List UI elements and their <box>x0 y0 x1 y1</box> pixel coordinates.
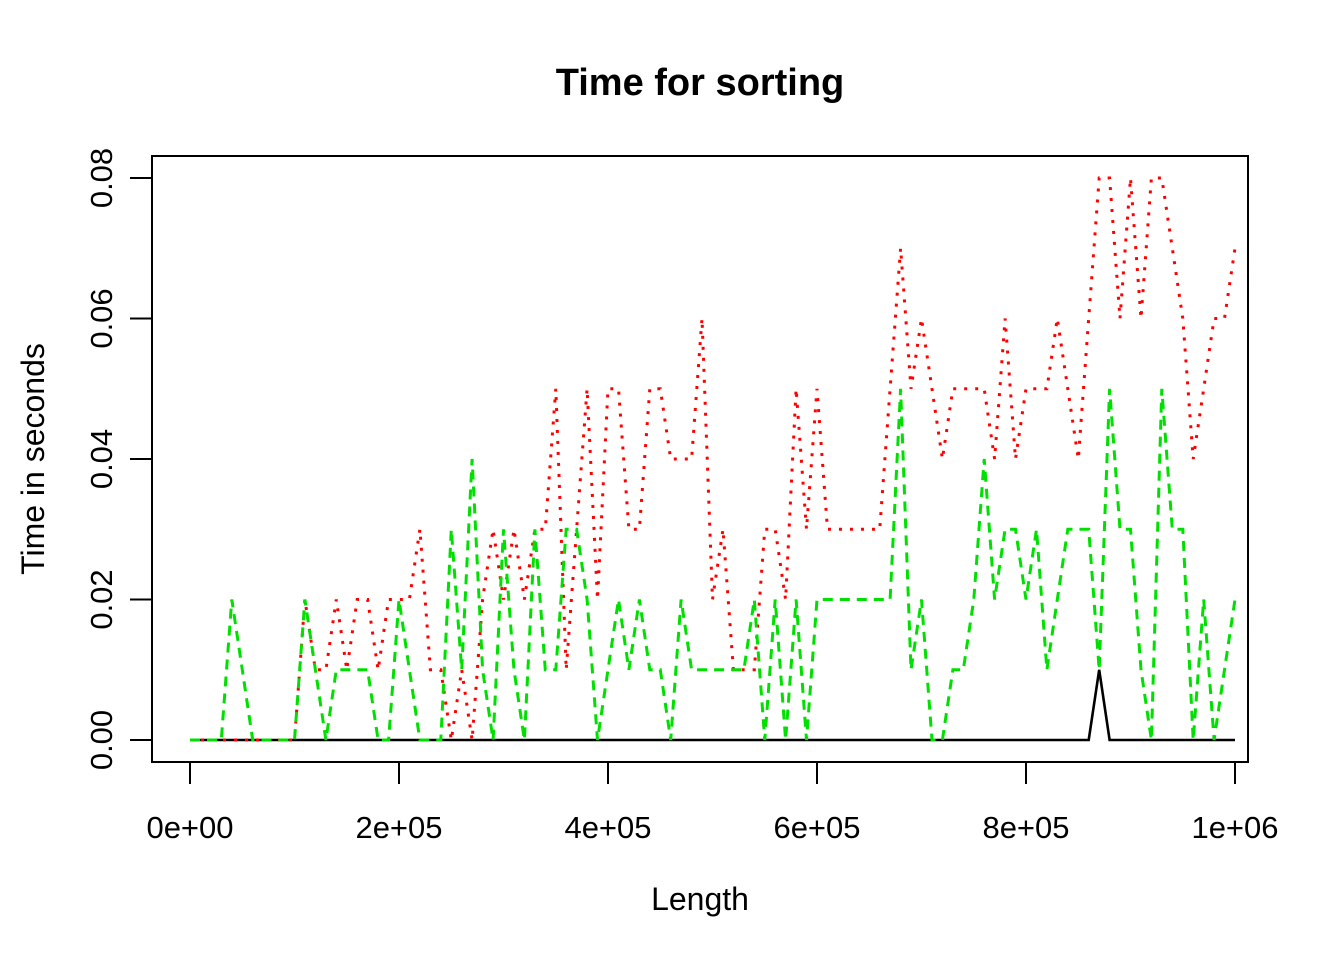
x-tick-label: 6e+05 <box>773 810 860 845</box>
series-line-red-dotted <box>190 176 1237 742</box>
x-tick-label: 1e+06 <box>1191 810 1278 845</box>
series-line-black-solid <box>190 669 1235 742</box>
x-tick-label: 0e+00 <box>146 810 233 845</box>
x-tick-label: 8e+05 <box>982 810 1069 845</box>
y-tick-label: 0.00 <box>84 710 119 770</box>
series-line-green-dashed <box>190 388 1237 742</box>
x-tick-label: 4e+05 <box>564 810 651 845</box>
y-tick-label: 0.06 <box>84 288 119 348</box>
chart-title: Time for sorting <box>556 62 845 104</box>
y-axis-ticks: 0.00 0.02 0.04 0.06 0.08 <box>84 148 152 770</box>
y-tick-label: 0.04 <box>84 429 119 489</box>
x-axis-ticks: 0e+00 2e+05 4e+05 6e+05 8e+05 1e+06 <box>146 762 1279 845</box>
y-tick-label: 0.08 <box>84 148 119 208</box>
y-axis-label: Time in seconds <box>15 343 51 575</box>
x-tick-label: 2e+05 <box>355 810 442 845</box>
x-axis-label: Length <box>651 881 749 917</box>
data-series <box>190 176 1237 742</box>
y-tick-label: 0.02 <box>84 569 119 629</box>
